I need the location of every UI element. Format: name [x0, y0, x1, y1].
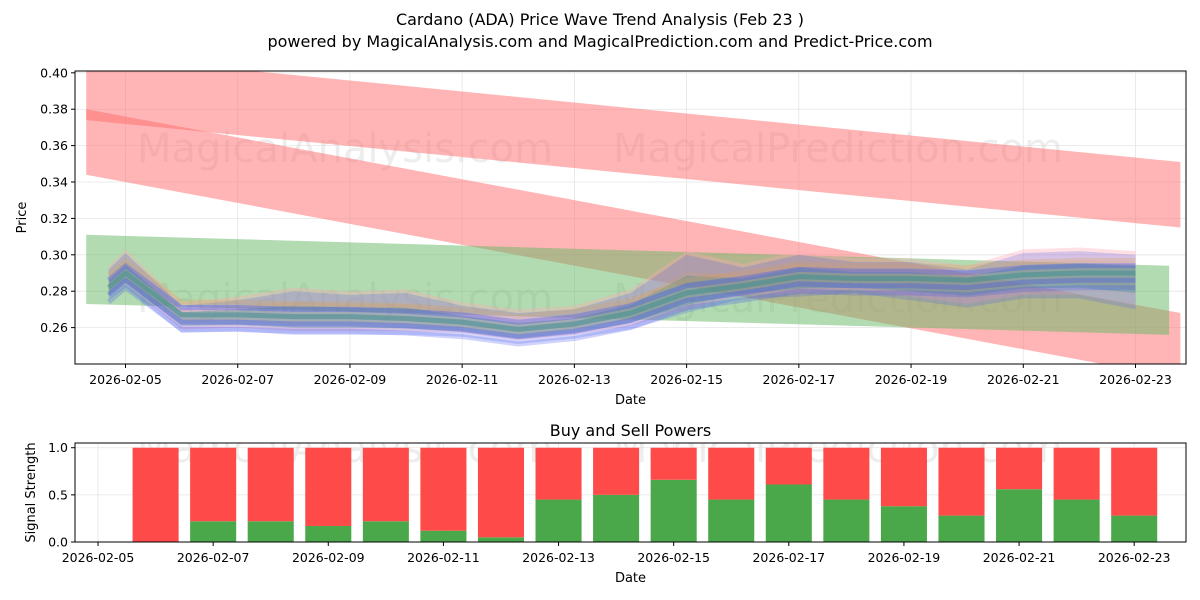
- bottom-plot-area: MagicalAnalysis.comMagicalPrediction.com: [132, 443, 1158, 542]
- bottom-y-tick-label: 1.0: [48, 440, 68, 455]
- top-x-tick-label: 2026-02-21: [987, 372, 1060, 387]
- sell-bar: [190, 447, 237, 522]
- buy-bar: [420, 530, 467, 542]
- trend-band-1: [86, 71, 1181, 228]
- sell-bar: [996, 447, 1043, 490]
- bottom-x-tick-label: 2026-02-23: [1098, 550, 1171, 565]
- top-x-tick-label: 2026-02-09: [314, 372, 387, 387]
- bottom-x-tick-label: 2026-02-15: [637, 550, 710, 565]
- top-plot-area: MagicalAnalysis.comMagicalPrediction.com…: [86, 71, 1181, 364]
- top-x-tick-label: 2026-02-17: [763, 372, 836, 387]
- buy-bar: [823, 499, 870, 542]
- wave-envelope-blue: [108, 251, 1136, 344]
- buy-bar: [362, 521, 409, 542]
- top-y-tick-label: 0.38: [40, 102, 68, 117]
- bottom-x-tick-label: 2026-02-17: [752, 550, 825, 565]
- sell-bar: [593, 447, 640, 495]
- buy-bar: [765, 484, 812, 542]
- top-axes-frame: [74, 70, 1187, 365]
- sell-bar: [938, 447, 985, 516]
- top-x-tick-label: 2026-02-15: [650, 372, 723, 387]
- bottom-x-tick-label: 2026-02-11: [407, 550, 480, 565]
- top-x-tick-label: 2026-02-07: [201, 372, 274, 387]
- buy-bar: [650, 479, 697, 542]
- bottom-x-axis-label: Date: [615, 571, 646, 586]
- top-y-tick-label: 0.30: [40, 247, 68, 262]
- chart-title: Cardano (ADA) Price Wave Trend Analysis …: [395, 10, 805, 29]
- top-x-tick-label: 2026-02-05: [89, 372, 162, 387]
- wave-line-4: [107, 285, 1136, 347]
- buy-bar: [880, 506, 927, 542]
- top-x-tick-label: 2026-02-11: [426, 372, 499, 387]
- buy-bar: [593, 494, 640, 542]
- top-x-axis-label: Date: [615, 393, 646, 408]
- sell-bar: [823, 447, 870, 500]
- buy-bar: [996, 489, 1043, 542]
- buy-bar: [708, 499, 755, 542]
- sell-bar: [305, 447, 352, 526]
- sell-bar: [1111, 447, 1158, 516]
- buy-bar: [938, 515, 985, 542]
- top-x-tick-label: 2026-02-19: [875, 372, 948, 387]
- bottom-y-tick-label: 0.5: [48, 487, 68, 502]
- sell-bar: [880, 447, 927, 507]
- bottom-x-tick-label: 2026-02-21: [983, 550, 1056, 565]
- buy-bar: [190, 521, 237, 542]
- sell-bar: [708, 447, 755, 500]
- buy-bar: [477, 537, 525, 542]
- trend-band-3: [86, 234, 1170, 335]
- bottom-panel-title: Buy and Sell Powers: [550, 421, 712, 440]
- top-y-tick-label: 0.34: [40, 175, 68, 190]
- top-ticks: 2026-02-05 2026-02-07 2026-02-09 2026-02-11…: [40, 65, 1172, 387]
- top-x-tick-label: 2026-02-23: [1099, 372, 1172, 387]
- wave-line-2: [107, 270, 1136, 332]
- wave-line-1: [107, 277, 1136, 340]
- bottom-x-tick-label: 2026-02-13: [522, 550, 595, 565]
- top-y-tick-label: 0.36: [40, 138, 68, 153]
- sell-bar: [765, 447, 812, 485]
- sell-bar: [247, 447, 294, 522]
- top-y-tick-label: 0.40: [40, 65, 68, 80]
- wave-line-5: [107, 257, 1136, 320]
- bottom-ticks: 2026-02-05 2026-02-07 2026-02-09 2026-02-11…: [48, 440, 1170, 565]
- top-x-tick-label: 2026-02-13: [538, 372, 611, 387]
- sell-bar: [362, 447, 409, 522]
- buy-bar: [1053, 499, 1100, 542]
- sell-bar: [420, 447, 467, 531]
- bottom-axes-frame: [74, 442, 1187, 543]
- buy-bar: [305, 525, 352, 542]
- sell-bar: [650, 447, 697, 480]
- wave-line-3: [107, 263, 1136, 325]
- sell-bar: [477, 447, 525, 538]
- top-y-tick-label: 0.32: [40, 211, 68, 226]
- bottom-x-tick-label: 2026-02-19: [868, 550, 941, 565]
- sell-bar: [535, 447, 582, 500]
- sell-bar: [132, 447, 179, 542]
- bottom-x-tick-label: 2026-02-09: [292, 550, 365, 565]
- top-y-tick-label: 0.28: [40, 284, 68, 299]
- buy-bar: [1111, 515, 1158, 542]
- buy-bar: [535, 499, 582, 542]
- chart-subtitle: powered by MagicalAnalysis.com and Magic…: [267, 32, 933, 51]
- bottom-y-tick-label: 0.0: [48, 535, 68, 550]
- top-y-tick-label: 0.26: [40, 320, 68, 335]
- buy-bar: [247, 521, 294, 542]
- wave-envelope-teal: [108, 263, 1136, 339]
- bottom-x-tick-label: 2026-02-05: [62, 550, 135, 565]
- bottom-x-tick-label: 2026-02-07: [177, 550, 250, 565]
- top-y-axis-label: Price: [15, 202, 30, 234]
- sell-bar: [1053, 447, 1100, 500]
- bottom-y-axis-label: Signal Strength: [24, 442, 39, 542]
